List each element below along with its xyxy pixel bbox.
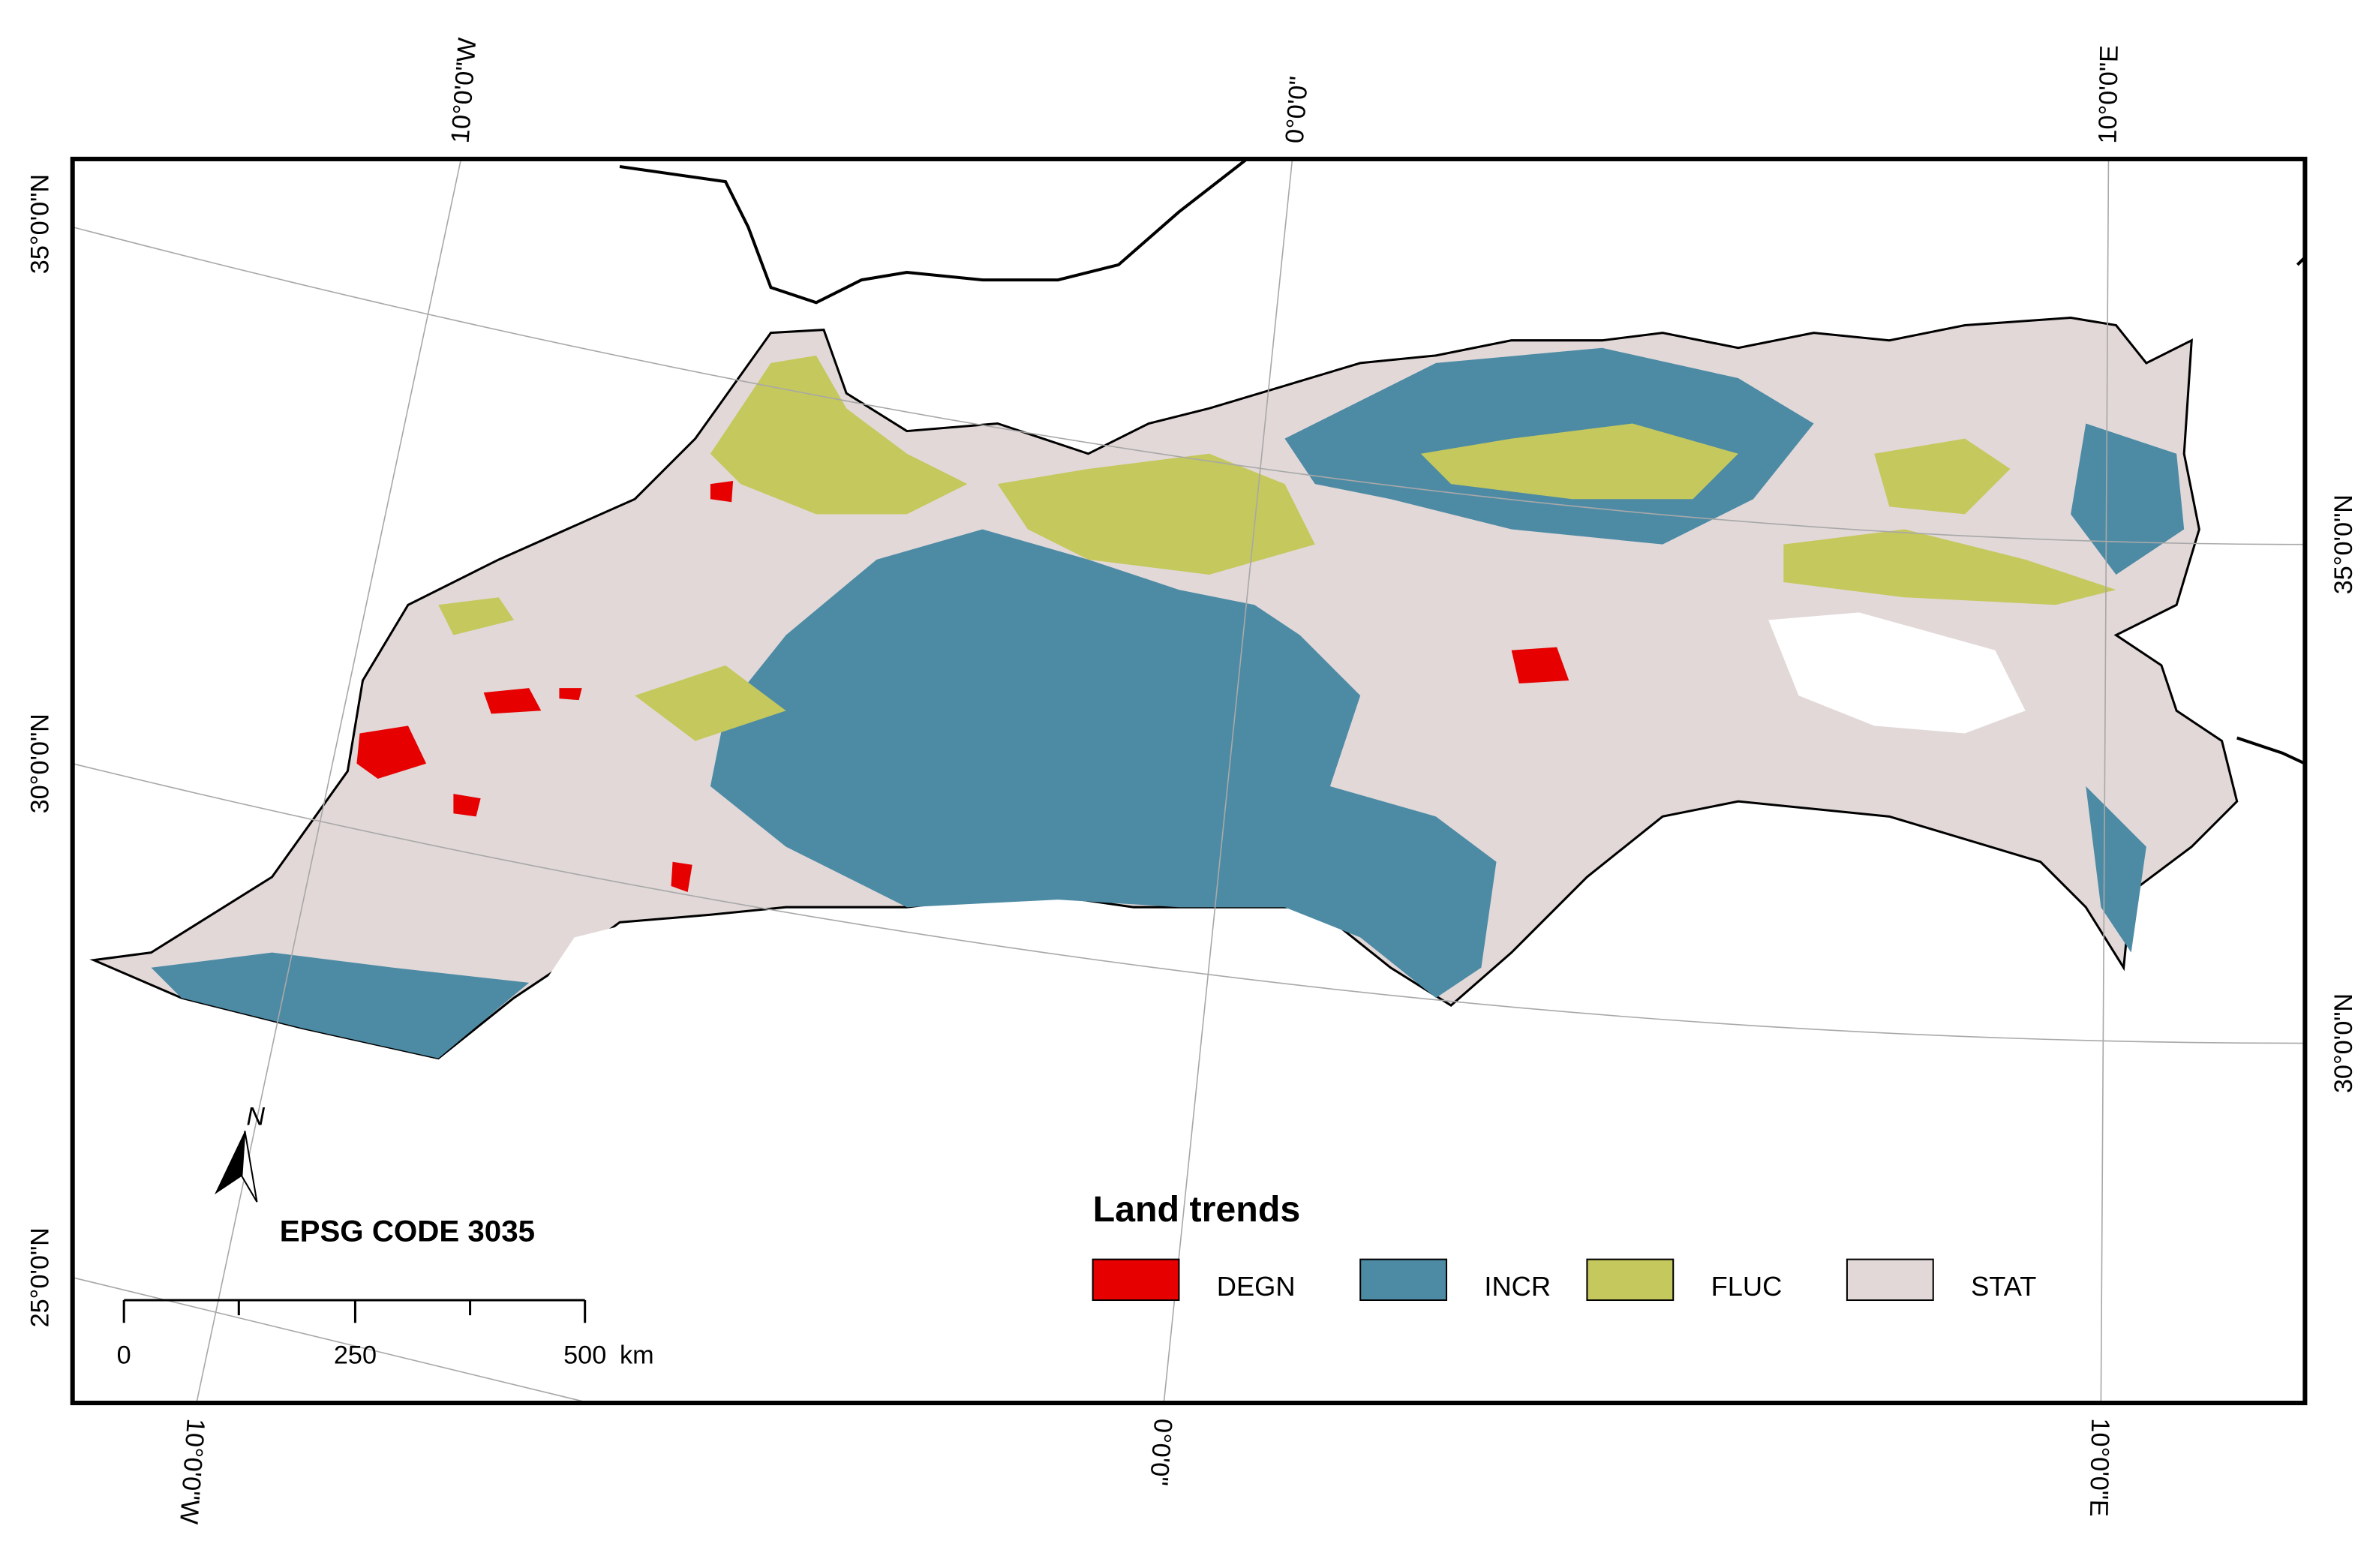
right-label: 30°0'0"N (2329, 993, 2358, 1093)
legend-label: INCR (1484, 1271, 1551, 1302)
legend-title: Land trends (1093, 1189, 1301, 1230)
scale-unit: km (620, 1341, 654, 1370)
scale-bar (122, 1299, 587, 1323)
top-label: 10°0'0"E (2094, 45, 2124, 144)
top-label: 0°0'0" (1281, 75, 1314, 144)
no-data (544, 612, 2026, 983)
bottom-label: 10°0'0"E (2084, 1418, 2114, 1517)
legend-label: STAT (1971, 1271, 2036, 1302)
legend-swatch (1846, 1258, 1934, 1302)
legend: DEGN INCR FLUC STAT (1092, 1258, 2036, 1302)
north-label: N (246, 1102, 265, 1131)
land-incr (151, 347, 2185, 1059)
scale-label: 250 (334, 1341, 377, 1370)
legend-swatch (1586, 1258, 1675, 1302)
map-content (72, 158, 2305, 1404)
bottom-label: 0°0'0" (1144, 1418, 1177, 1487)
scale-label: 500 (563, 1341, 606, 1370)
land-fluc (438, 355, 2116, 741)
left-label: 25°0'0"N (26, 1227, 54, 1327)
graticule-lines (72, 158, 2305, 1404)
map-frame (70, 156, 2308, 1406)
legend-label: FLUC (1711, 1271, 1783, 1302)
legend-swatch (1359, 1258, 1448, 1302)
legend-swatch (1092, 1258, 1180, 1302)
left-label: 35°0'0"N (26, 174, 54, 274)
projection-label: EPSG CODE 3035 (280, 1214, 535, 1248)
right-label: 35°0'0"N (2329, 494, 2358, 594)
north-arrow (241, 1131, 258, 1203)
scale-label: 0 (117, 1341, 131, 1370)
left-label: 30°0'0"N (26, 713, 54, 813)
legend-label: DEGN (1217, 1271, 1296, 1302)
